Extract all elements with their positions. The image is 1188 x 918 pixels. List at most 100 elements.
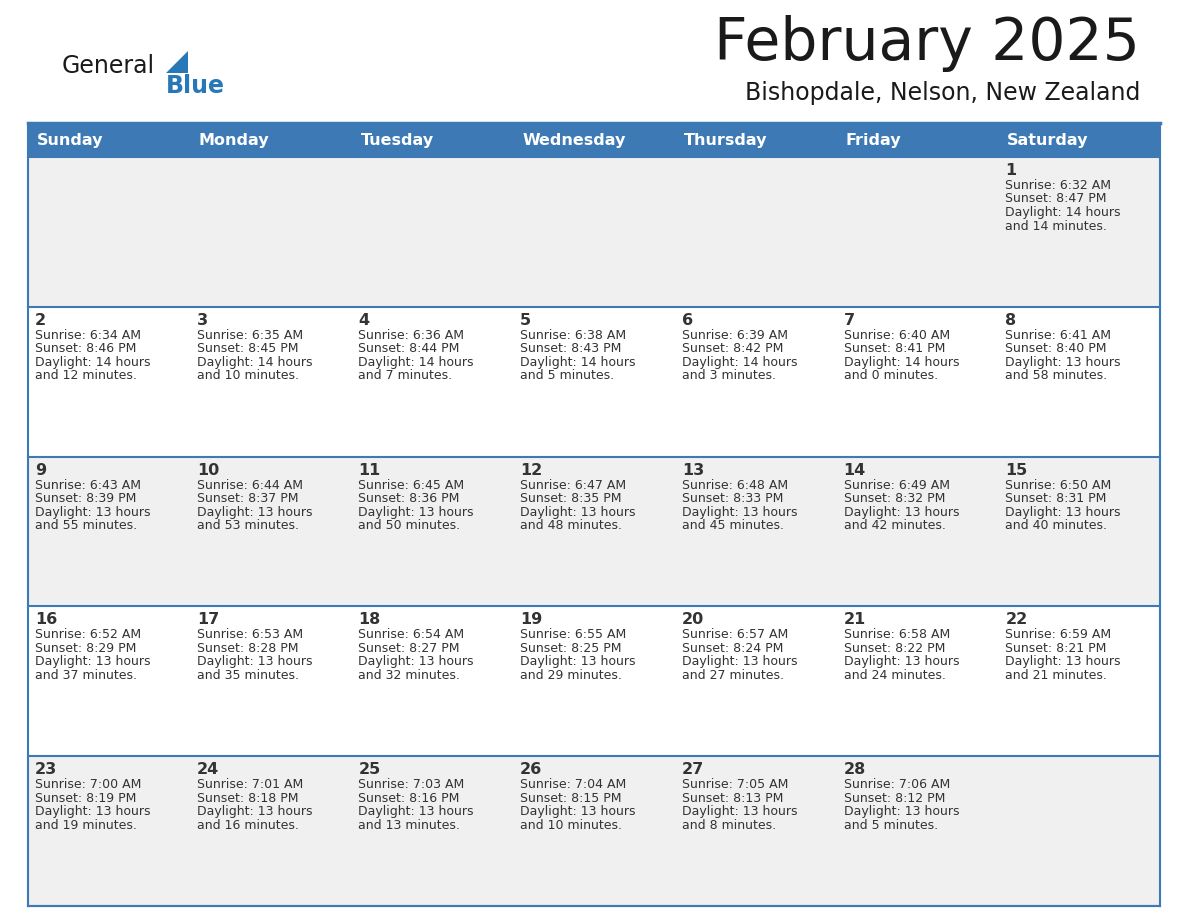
Text: Sunset: 8:18 PM: Sunset: 8:18 PM xyxy=(197,791,298,805)
Text: Daylight: 14 hours: Daylight: 14 hours xyxy=(682,356,797,369)
Text: and 42 minutes.: and 42 minutes. xyxy=(843,519,946,532)
Text: Sunrise: 7:00 AM: Sunrise: 7:00 AM xyxy=(34,778,141,791)
Text: and 8 minutes.: and 8 minutes. xyxy=(682,819,776,832)
Text: and 53 minutes.: and 53 minutes. xyxy=(197,519,298,532)
Text: and 55 minutes.: and 55 minutes. xyxy=(34,519,137,532)
Text: Sunrise: 6:49 AM: Sunrise: 6:49 AM xyxy=(843,478,949,492)
Text: 26: 26 xyxy=(520,762,543,778)
Text: Sunrise: 6:48 AM: Sunrise: 6:48 AM xyxy=(682,478,788,492)
Text: and 37 minutes.: and 37 minutes. xyxy=(34,669,137,682)
Text: and 32 minutes.: and 32 minutes. xyxy=(359,669,460,682)
Text: Sunrise: 7:06 AM: Sunrise: 7:06 AM xyxy=(843,778,950,791)
Text: 14: 14 xyxy=(843,463,866,477)
Bar xyxy=(29,456,1159,607)
Text: 9: 9 xyxy=(34,463,46,477)
Text: Sunset: 8:28 PM: Sunset: 8:28 PM xyxy=(197,642,298,655)
Text: Daylight: 13 hours: Daylight: 13 hours xyxy=(1005,356,1120,369)
Bar xyxy=(29,157,1159,307)
Text: 5: 5 xyxy=(520,313,531,328)
Text: and 45 minutes.: and 45 minutes. xyxy=(682,519,784,532)
Text: Daylight: 14 hours: Daylight: 14 hours xyxy=(520,356,636,369)
Text: Daylight: 13 hours: Daylight: 13 hours xyxy=(520,805,636,818)
Text: Sunset: 8:21 PM: Sunset: 8:21 PM xyxy=(1005,642,1107,655)
Text: Sunset: 8:15 PM: Sunset: 8:15 PM xyxy=(520,791,621,805)
Text: Sunrise: 6:53 AM: Sunrise: 6:53 AM xyxy=(197,629,303,642)
Text: Daylight: 14 hours: Daylight: 14 hours xyxy=(34,356,151,369)
Text: Daylight: 14 hours: Daylight: 14 hours xyxy=(843,356,959,369)
Text: Sunrise: 6:43 AM: Sunrise: 6:43 AM xyxy=(34,478,141,492)
Text: Sunset: 8:29 PM: Sunset: 8:29 PM xyxy=(34,642,137,655)
Text: Thursday: Thursday xyxy=(684,132,767,148)
Text: 4: 4 xyxy=(359,313,369,328)
Text: Monday: Monday xyxy=(198,132,270,148)
Text: Daylight: 14 hours: Daylight: 14 hours xyxy=(197,356,312,369)
Text: Daylight: 13 hours: Daylight: 13 hours xyxy=(520,655,636,668)
Text: Sunrise: 6:40 AM: Sunrise: 6:40 AM xyxy=(843,329,949,341)
Text: Sunset: 8:12 PM: Sunset: 8:12 PM xyxy=(843,791,944,805)
Text: 25: 25 xyxy=(359,762,380,778)
Text: Blue: Blue xyxy=(166,74,225,98)
Text: Sunset: 8:41 PM: Sunset: 8:41 PM xyxy=(843,342,944,355)
Bar xyxy=(513,123,675,157)
Text: 11: 11 xyxy=(359,463,380,477)
Text: Wednesday: Wednesday xyxy=(523,132,626,148)
Text: and 10 minutes.: and 10 minutes. xyxy=(197,369,298,382)
Text: Daylight: 13 hours: Daylight: 13 hours xyxy=(843,805,959,818)
Text: Sunset: 8:39 PM: Sunset: 8:39 PM xyxy=(34,492,137,505)
Text: Sunset: 8:22 PM: Sunset: 8:22 PM xyxy=(843,642,944,655)
Text: Sunset: 8:27 PM: Sunset: 8:27 PM xyxy=(359,642,460,655)
Text: 28: 28 xyxy=(843,762,866,778)
Text: Daylight: 14 hours: Daylight: 14 hours xyxy=(359,356,474,369)
Text: General: General xyxy=(62,54,156,78)
Text: 13: 13 xyxy=(682,463,704,477)
Text: Tuesday: Tuesday xyxy=(360,132,434,148)
Text: and 48 minutes.: and 48 minutes. xyxy=(520,519,623,532)
Text: Sunrise: 7:03 AM: Sunrise: 7:03 AM xyxy=(359,778,465,791)
Text: 22: 22 xyxy=(1005,612,1028,627)
Text: Daylight: 13 hours: Daylight: 13 hours xyxy=(843,506,959,519)
Text: 8: 8 xyxy=(1005,313,1017,328)
Text: and 29 minutes.: and 29 minutes. xyxy=(520,669,623,682)
Text: Sunrise: 6:35 AM: Sunrise: 6:35 AM xyxy=(197,329,303,341)
Bar xyxy=(29,307,1159,456)
Text: Sunset: 8:33 PM: Sunset: 8:33 PM xyxy=(682,492,783,505)
Text: Daylight: 13 hours: Daylight: 13 hours xyxy=(682,506,797,519)
Text: Sunrise: 6:55 AM: Sunrise: 6:55 AM xyxy=(520,629,626,642)
Text: Sunset: 8:45 PM: Sunset: 8:45 PM xyxy=(197,342,298,355)
Text: Daylight: 13 hours: Daylight: 13 hours xyxy=(1005,506,1120,519)
Text: February 2025: February 2025 xyxy=(714,15,1140,72)
Text: Sunrise: 6:47 AM: Sunrise: 6:47 AM xyxy=(520,478,626,492)
Text: 15: 15 xyxy=(1005,463,1028,477)
Text: Daylight: 14 hours: Daylight: 14 hours xyxy=(1005,206,1120,219)
Bar xyxy=(190,123,352,157)
Text: Sunrise: 6:39 AM: Sunrise: 6:39 AM xyxy=(682,329,788,341)
Text: Sunrise: 6:41 AM: Sunrise: 6:41 AM xyxy=(1005,329,1111,341)
Text: 19: 19 xyxy=(520,612,543,627)
Text: and 21 minutes.: and 21 minutes. xyxy=(1005,669,1107,682)
Text: and 19 minutes.: and 19 minutes. xyxy=(34,819,137,832)
Text: 10: 10 xyxy=(197,463,219,477)
Text: 7: 7 xyxy=(843,313,854,328)
Text: Sunrise: 6:50 AM: Sunrise: 6:50 AM xyxy=(1005,478,1112,492)
Text: Sunset: 8:31 PM: Sunset: 8:31 PM xyxy=(1005,492,1107,505)
Text: Sunset: 8:19 PM: Sunset: 8:19 PM xyxy=(34,791,137,805)
Text: Sunset: 8:32 PM: Sunset: 8:32 PM xyxy=(843,492,944,505)
Text: Daylight: 13 hours: Daylight: 13 hours xyxy=(359,655,474,668)
Text: Daylight: 13 hours: Daylight: 13 hours xyxy=(197,805,312,818)
Text: Bishopdale, Nelson, New Zealand: Bishopdale, Nelson, New Zealand xyxy=(745,81,1140,105)
Text: Saturday: Saturday xyxy=(1007,132,1088,148)
Text: Sunrise: 7:04 AM: Sunrise: 7:04 AM xyxy=(520,778,626,791)
Text: 27: 27 xyxy=(682,762,704,778)
Text: Sunrise: 6:59 AM: Sunrise: 6:59 AM xyxy=(1005,629,1112,642)
Text: 3: 3 xyxy=(197,313,208,328)
Text: Sunset: 8:37 PM: Sunset: 8:37 PM xyxy=(197,492,298,505)
Text: 6: 6 xyxy=(682,313,693,328)
Text: Daylight: 13 hours: Daylight: 13 hours xyxy=(682,655,797,668)
Text: 23: 23 xyxy=(34,762,57,778)
Bar xyxy=(29,123,190,157)
Text: and 35 minutes.: and 35 minutes. xyxy=(197,669,298,682)
Text: and 24 minutes.: and 24 minutes. xyxy=(843,669,946,682)
Text: and 27 minutes.: and 27 minutes. xyxy=(682,669,784,682)
Text: Daylight: 13 hours: Daylight: 13 hours xyxy=(34,655,151,668)
Text: and 0 minutes.: and 0 minutes. xyxy=(843,369,937,382)
